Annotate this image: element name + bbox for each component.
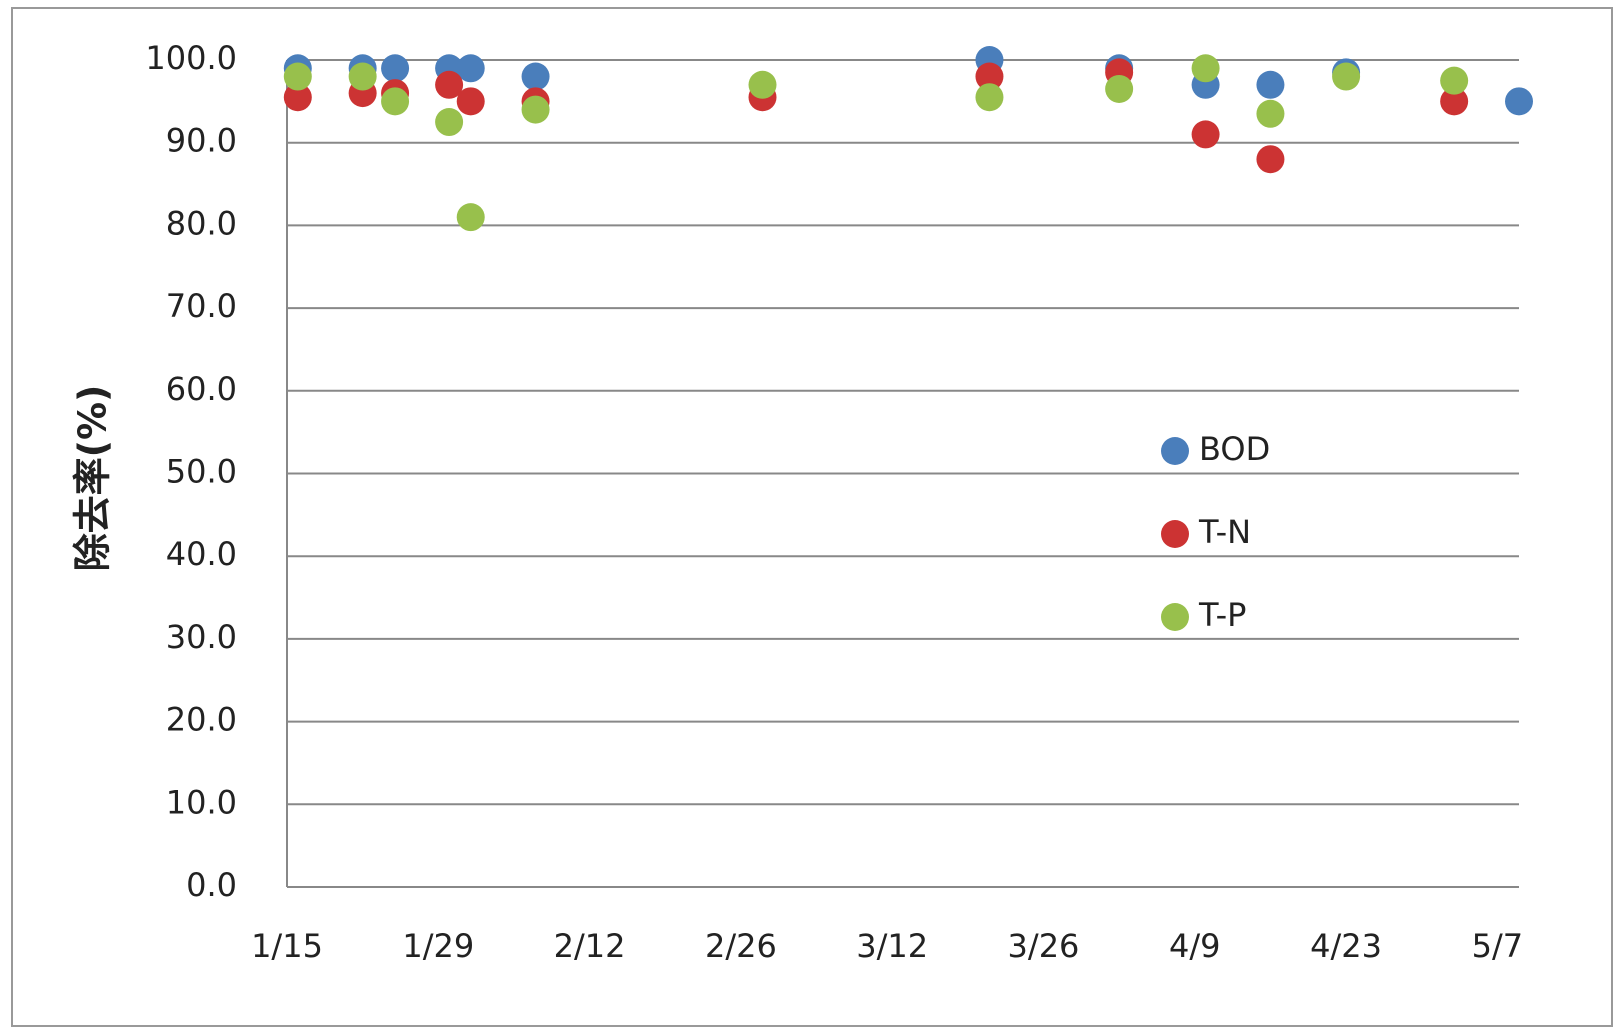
point bbox=[348, 62, 377, 91]
y-tick-label: 20.0 bbox=[166, 701, 237, 739]
x-tick-label: 2/26 bbox=[705, 927, 777, 965]
chart-frame bbox=[11, 7, 1613, 1027]
point bbox=[748, 70, 777, 99]
point bbox=[1332, 62, 1361, 91]
point bbox=[456, 54, 485, 83]
legend-label: T-P bbox=[1198, 596, 1246, 634]
point bbox=[975, 62, 1004, 91]
legend-label: T-N bbox=[1198, 513, 1251, 551]
point bbox=[1105, 74, 1134, 103]
y-axis-label: 除去率(%) bbox=[71, 385, 115, 572]
x-tick-label: 3/12 bbox=[856, 927, 928, 965]
point bbox=[456, 87, 485, 116]
point bbox=[521, 95, 550, 124]
y-tick-label: 100.0 bbox=[145, 39, 237, 77]
point bbox=[456, 203, 485, 232]
x-tick-label: 4/23 bbox=[1310, 927, 1382, 965]
point bbox=[1191, 54, 1220, 83]
point bbox=[283, 62, 312, 91]
point bbox=[1256, 145, 1285, 174]
y-tick-label: 90.0 bbox=[166, 122, 237, 160]
legend-label: BOD bbox=[1199, 430, 1270, 468]
y-tick-label: 70.0 bbox=[166, 287, 237, 325]
point bbox=[381, 87, 410, 116]
x-tick-label: 2/12 bbox=[554, 927, 626, 965]
y-tick-label: 60.0 bbox=[166, 370, 237, 408]
x-tick-label: 3/26 bbox=[1008, 927, 1080, 965]
point bbox=[521, 62, 550, 91]
y-tick-label: 10.0 bbox=[166, 783, 237, 821]
y-tick-label: 40.0 bbox=[166, 535, 237, 573]
point bbox=[283, 83, 312, 112]
legend-marker bbox=[1161, 437, 1189, 465]
point bbox=[1440, 66, 1469, 95]
y-tick-label: 30.0 bbox=[166, 618, 237, 656]
point bbox=[381, 54, 410, 83]
point bbox=[435, 108, 464, 137]
x-tick-label: 5/7 bbox=[1472, 927, 1524, 965]
x-tick-label: 4/9 bbox=[1169, 927, 1221, 965]
point bbox=[1191, 120, 1220, 149]
y-tick-label: 0.0 bbox=[186, 866, 237, 904]
y-tick-label: 50.0 bbox=[166, 453, 237, 491]
x-tick-label: 1/15 bbox=[251, 927, 323, 965]
point bbox=[975, 83, 1004, 112]
legend-marker bbox=[1161, 520, 1189, 548]
point bbox=[1256, 70, 1285, 99]
point bbox=[1505, 87, 1533, 116]
x-tick-label: 1/29 bbox=[402, 927, 474, 965]
point bbox=[1440, 87, 1469, 116]
point bbox=[1256, 99, 1285, 128]
legend-marker bbox=[1161, 603, 1189, 631]
point bbox=[435, 70, 464, 99]
y-tick-label: 80.0 bbox=[166, 204, 237, 242]
